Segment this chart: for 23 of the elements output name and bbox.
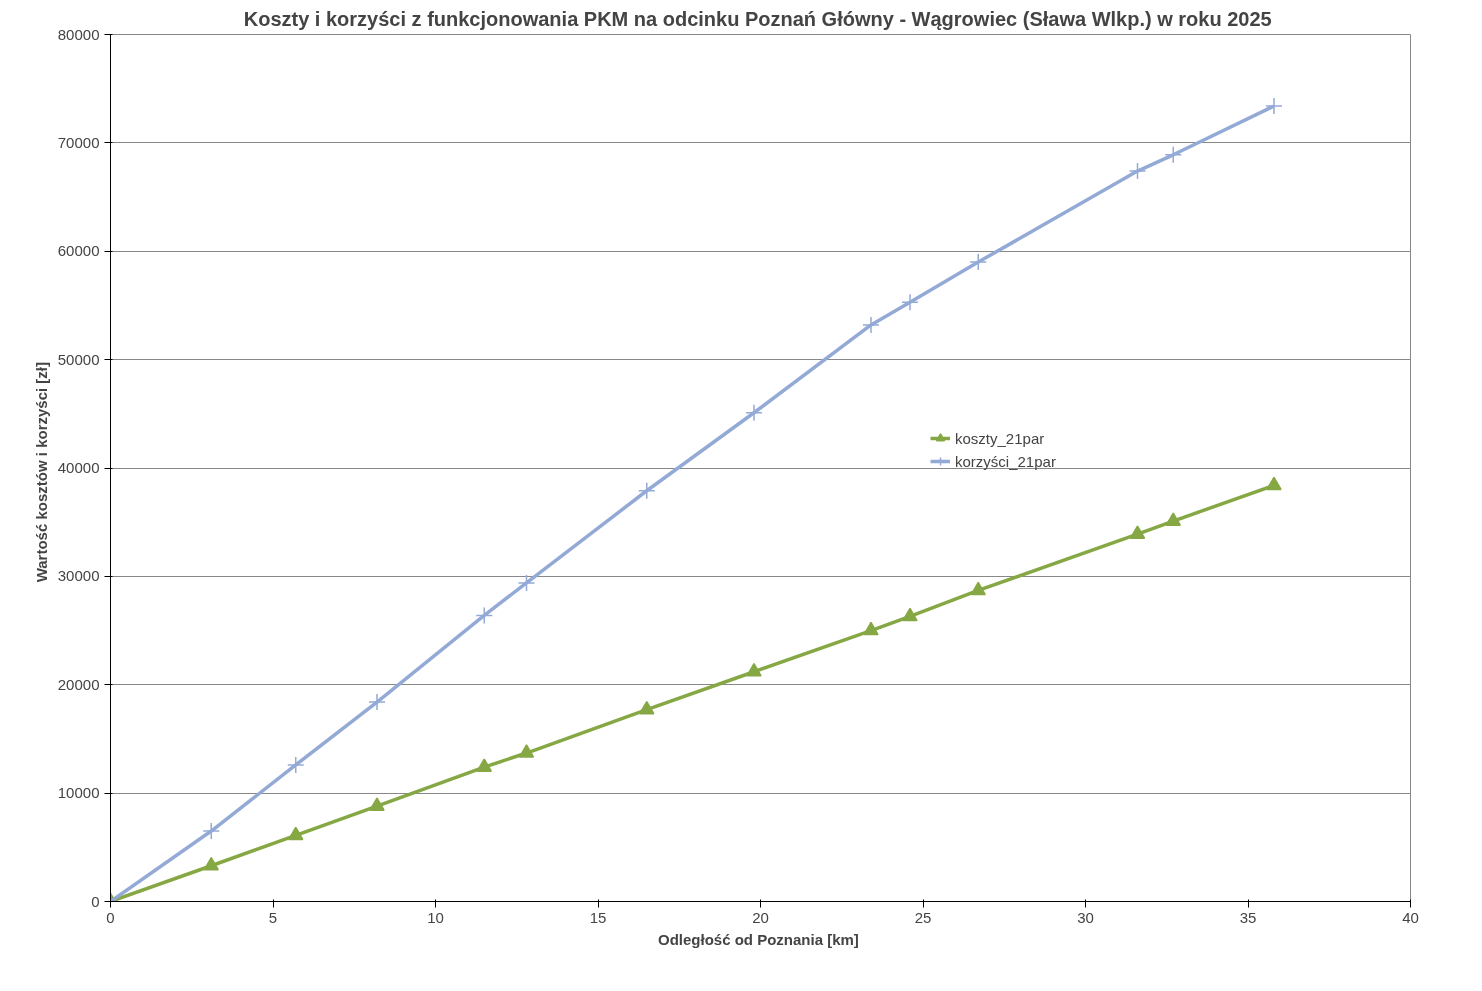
x-tick-label: 40 bbox=[1402, 908, 1419, 926]
y-tick-label: 20000 bbox=[57, 675, 100, 693]
x-tick-label: 10 bbox=[427, 908, 444, 926]
x-tick-label: 35 bbox=[1239, 908, 1257, 926]
x-tick-label: 15 bbox=[589, 908, 607, 926]
x-tick-label: 30 bbox=[1077, 908, 1094, 926]
y-tick-label: 80000 bbox=[57, 25, 100, 43]
x-tick-label: 5 bbox=[268, 908, 278, 926]
legend-label: korzyści_21par bbox=[955, 452, 1056, 470]
x-tick-label: 25 bbox=[914, 908, 932, 926]
y-tick-label: 10000 bbox=[57, 784, 100, 802]
y-tick-label: 60000 bbox=[57, 242, 100, 260]
y-tick-label: 40000 bbox=[57, 459, 100, 476]
x-axis-title: Odległość od Poznania [km] bbox=[657, 930, 859, 948]
y-tick-label: 50000 bbox=[57, 350, 100, 368]
y-tick-label: 30000 bbox=[57, 567, 100, 585]
x-tick-label: 0 bbox=[106, 908, 115, 926]
legend-label: koszty_21par bbox=[955, 429, 1045, 447]
x-tick-label: 20 bbox=[752, 908, 769, 926]
y-axis-title: Wartość kosztów i korzyści [zł] bbox=[32, 362, 50, 583]
chart-title: Koszty i korzyści z funkcjonowania PKM na odcinku Poznań Główny - Wągrowiec (Sława Wlkp.) w roku 2025 bbox=[243, 7, 1272, 30]
y-tick-label: 0 bbox=[91, 892, 100, 910]
y-tick-label: 70000 bbox=[57, 133, 100, 151]
